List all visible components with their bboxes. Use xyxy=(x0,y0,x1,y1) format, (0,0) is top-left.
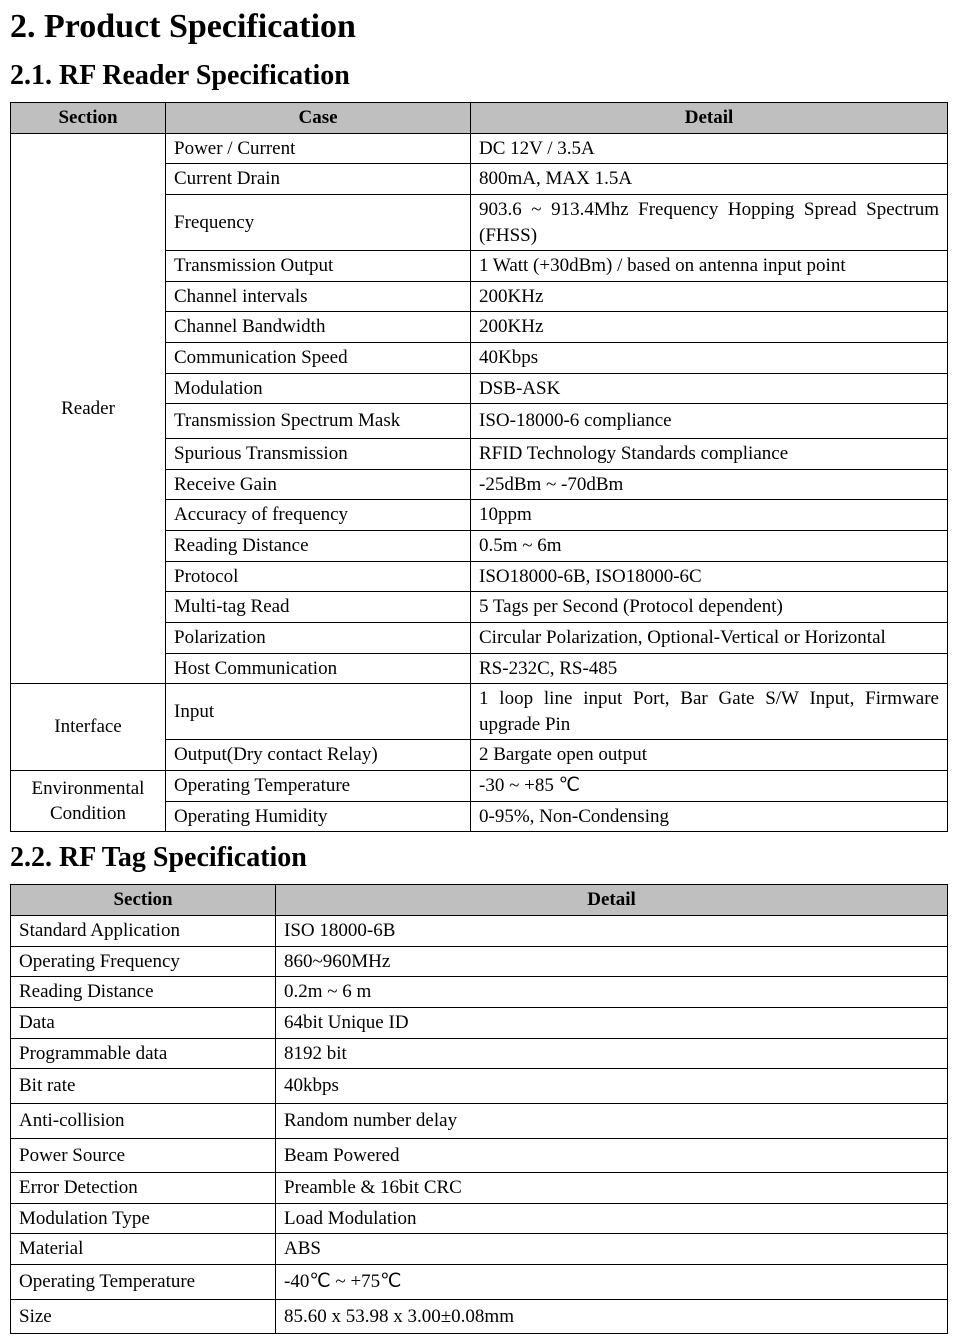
detail-cell: 85.60 x 53.98 x 3.00±0.08mm xyxy=(276,1299,948,1334)
table-header-row: Section Detail xyxy=(11,885,948,916)
detail-cell: 5 Tags per Second (Protocol dependent) xyxy=(471,592,948,623)
table-row: Operating Frequency 860~960MHz xyxy=(11,946,948,977)
case-cell: Output(Dry contact Relay) xyxy=(166,740,471,771)
table-row: Programmable data 8192 bit xyxy=(11,1038,948,1069)
case-cell: Multi-tag Read xyxy=(166,592,471,623)
detail-cell: -25dBm ~ -70dBm xyxy=(471,469,948,500)
col-header-detail: Detail xyxy=(471,103,948,134)
detail-cell: 200KHz xyxy=(471,281,948,312)
detail-cell: -30 ~ +85 ℃ xyxy=(471,771,948,802)
table-row: Environmental Condition Operating Temper… xyxy=(11,771,948,802)
col-header-case: Case xyxy=(166,103,471,134)
detail-cell: 40Kbps xyxy=(471,343,948,374)
section-cell: Error Detection xyxy=(11,1173,276,1204)
section-cell: Anti-collision xyxy=(11,1103,276,1138)
case-cell: Transmission Output xyxy=(166,251,471,282)
detail-cell: 903.6 ~ 913.4Mhz Frequency Hopping Sprea… xyxy=(471,194,948,250)
page-title: 2. Product Specification xyxy=(10,8,948,46)
table-row: Modulation Type Load Modulation xyxy=(11,1203,948,1234)
reader-spec-table: Section Case Detail Reader Power / Curre… xyxy=(10,102,948,832)
detail-cell: Random number delay xyxy=(276,1103,948,1138)
table-row: Bit rate 40kbps xyxy=(11,1069,948,1104)
case-cell: Accuracy of frequency xyxy=(166,500,471,531)
detail-cell: Beam Powered xyxy=(276,1138,948,1173)
case-cell: Communication Speed xyxy=(166,343,471,374)
detail-cell: DC 12V / 3.5A xyxy=(471,133,948,164)
section-cell: Size xyxy=(11,1299,276,1334)
section-cell: Standard Application xyxy=(11,916,276,947)
section-heading-reader: 2.1. RF Reader Specification xyxy=(10,60,948,92)
section-cell: Power Source xyxy=(11,1138,276,1173)
detail-cell: ISO18000-6B, ISO18000-6C xyxy=(471,561,948,592)
detail-cell: 0.2m ~ 6 m xyxy=(276,977,948,1008)
detail-cell: RS-232C, RS-485 xyxy=(471,653,948,684)
section-cell-interface: Interface xyxy=(11,684,166,771)
case-cell: Host Communication xyxy=(166,653,471,684)
section-cell: Operating Temperature xyxy=(11,1265,276,1300)
detail-cell: 860~960MHz xyxy=(276,946,948,977)
section-cell: Bit rate xyxy=(11,1069,276,1104)
case-cell: Protocol xyxy=(166,561,471,592)
detail-cell: 40kbps xyxy=(276,1069,948,1104)
case-cell: Input xyxy=(166,684,471,740)
detail-cell: Preamble & 16bit CRC xyxy=(276,1173,948,1204)
detail-cell: 1 loop line input Port, Bar Gate S/W Inp… xyxy=(471,684,948,740)
table-row: Power Source Beam Powered xyxy=(11,1138,948,1173)
table-row: Interface Input 1 loop line input Port, … xyxy=(11,684,948,740)
detail-cell: Load Modulation xyxy=(276,1203,948,1234)
detail-cell: -40℃ ~ +75℃ xyxy=(276,1265,948,1300)
case-cell: Power / Current xyxy=(166,133,471,164)
detail-cell: 1 Watt (+30dBm) / based on antenna input… xyxy=(471,251,948,282)
tag-spec-table: Section Detail Standard Application ISO … xyxy=(10,884,948,1334)
section-cell-reader: Reader xyxy=(11,133,166,684)
case-cell: Current Drain xyxy=(166,164,471,195)
detail-cell: 64bit Unique ID xyxy=(276,1007,948,1038)
detail-cell: 200KHz xyxy=(471,312,948,343)
table-row: Operating Temperature -40℃ ~ +75℃ xyxy=(11,1265,948,1300)
table-row: Standard Application ISO 18000-6B xyxy=(11,916,948,947)
case-cell: Channel intervals xyxy=(166,281,471,312)
detail-cell: 8192 bit xyxy=(276,1038,948,1069)
case-cell: Spurious Transmission xyxy=(166,439,471,470)
table-row: Size 85.60 x 53.98 x 3.00±0.08mm xyxy=(11,1299,948,1334)
case-cell: Operating Temperature xyxy=(166,771,471,802)
section-cell: Operating Frequency xyxy=(11,946,276,977)
table-row: Reader Power / Current DC 12V / 3.5A xyxy=(11,133,948,164)
table-header-row: Section Case Detail xyxy=(11,103,948,134)
table-row: Reading Distance 0.2m ~ 6 m xyxy=(11,977,948,1008)
detail-cell: 2 Bargate open output xyxy=(471,740,948,771)
detail-cell: ISO 18000-6B xyxy=(276,916,948,947)
table-row: Material ABS xyxy=(11,1234,948,1265)
section-cell: Modulation Type xyxy=(11,1203,276,1234)
table-row: Error Detection Preamble & 16bit CRC xyxy=(11,1173,948,1204)
col-header-detail: Detail xyxy=(276,885,948,916)
case-cell: Modulation xyxy=(166,373,471,404)
section-cell-env: Environmental Condition xyxy=(11,771,166,832)
section-cell: Programmable data xyxy=(11,1038,276,1069)
case-cell: Receive Gain xyxy=(166,469,471,500)
detail-cell: DSB-ASK xyxy=(471,373,948,404)
col-header-section: Section xyxy=(11,885,276,916)
case-cell: Channel Bandwidth xyxy=(166,312,471,343)
detail-cell: ABS xyxy=(276,1234,948,1265)
table-row: Data 64bit Unique ID xyxy=(11,1007,948,1038)
col-header-section: Section xyxy=(11,103,166,134)
detail-cell: 0-95%, Non-Condensing xyxy=(471,801,948,832)
section-cell: Reading Distance xyxy=(11,977,276,1008)
case-cell: Transmission Spectrum Mask xyxy=(166,404,471,439)
detail-cell: RFID Technology Standards compliance xyxy=(471,439,948,470)
detail-cell: 800mA, MAX 1.5A xyxy=(471,164,948,195)
case-cell: Operating Humidity xyxy=(166,801,471,832)
detail-cell: ISO-18000-6 compliance xyxy=(471,404,948,439)
table-row: Anti-collision Random number delay xyxy=(11,1103,948,1138)
case-cell: Frequency xyxy=(166,194,471,250)
detail-cell: 10ppm xyxy=(471,500,948,531)
detail-cell: 0.5m ~ 6m xyxy=(471,530,948,561)
section-cell: Material xyxy=(11,1234,276,1265)
case-cell: Polarization xyxy=(166,622,471,653)
section-heading-tag: 2.2. RF Tag Specification xyxy=(10,842,948,874)
case-cell: Reading Distance xyxy=(166,530,471,561)
detail-cell: Circular Polarization, Optional-Vertical… xyxy=(471,622,948,653)
section-cell: Data xyxy=(11,1007,276,1038)
